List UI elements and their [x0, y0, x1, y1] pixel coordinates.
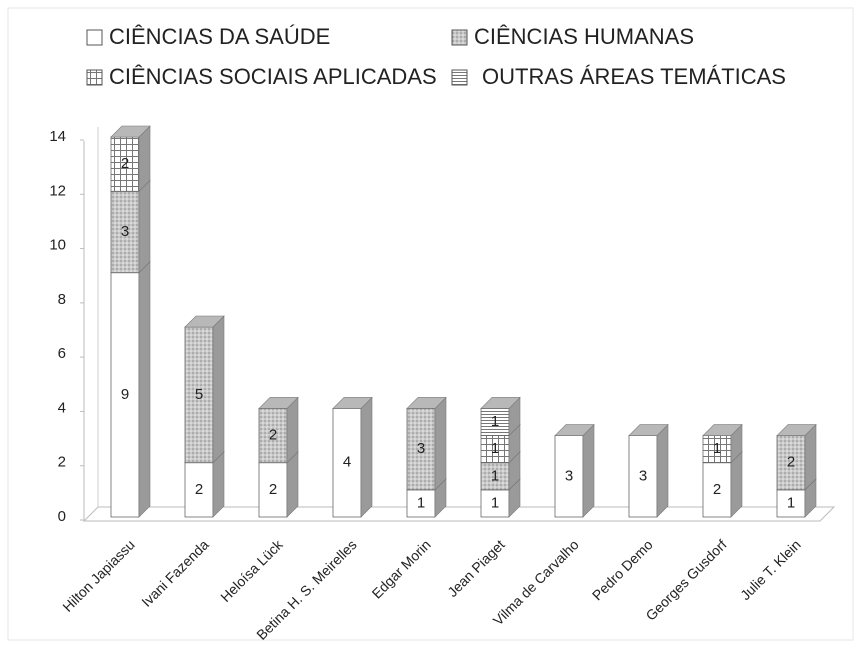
- bar-segment: [258, 396, 299, 464]
- data-label: 3: [565, 467, 573, 484]
- bar-side: [286, 450, 299, 518]
- data-label: 3: [121, 223, 129, 240]
- legend-label: CIÊNCIAS SOCIAIS APLICADAS: [109, 64, 437, 89]
- bar-front: [258, 462, 288, 518]
- data-label: 9: [121, 386, 129, 403]
- bar-top: [332, 397, 373, 409]
- y-tick-label: 0: [58, 508, 66, 525]
- data-label: 2: [121, 155, 129, 172]
- x-tick-label: Georges Gusdorf: [642, 536, 729, 623]
- bar-top: [110, 125, 151, 138]
- data-label: 1: [491, 494, 499, 511]
- bar-side: [582, 423, 595, 518]
- bar-top: [184, 315, 225, 328]
- data-label: 1: [491, 413, 499, 430]
- data-label: 2: [269, 427, 277, 444]
- bar-segment: [702, 423, 743, 464]
- bar-segment: [406, 396, 447, 491]
- legend-swatch: [86, 69, 103, 86]
- bar-front: [406, 489, 436, 518]
- bar-segment: [554, 423, 595, 518]
- bar-segment: [110, 125, 151, 193]
- bar-front: [776, 489, 806, 518]
- y-tick-label: 14: [49, 128, 66, 145]
- bar-top: [258, 397, 299, 409]
- data-label: 3: [417, 440, 425, 457]
- x-tick-label: Hilton Japiassu: [59, 536, 137, 614]
- bar-top: [554, 424, 595, 436]
- bar-side: [656, 423, 669, 518]
- bar-front: [702, 435, 732, 464]
- bar-top: [776, 424, 817, 436]
- legend-swatch: [86, 29, 103, 46]
- legend-label: CIÊNCIAS HUMANAS: [474, 24, 694, 49]
- data-label: 4: [343, 454, 351, 471]
- bar-side: [434, 396, 447, 491]
- bar-front: [554, 435, 584, 518]
- bar-front: [184, 326, 214, 464]
- frame: [7, 7, 854, 641]
- legend-label: OUTRAS ÁREAS TEMÁTICAS: [482, 64, 786, 89]
- data-label: 1: [787, 494, 795, 511]
- data-label: 2: [787, 454, 795, 471]
- x-tick-label: Julie T. Klein: [737, 536, 804, 603]
- bar-front: [480, 489, 510, 518]
- legend-label: CIÊNCIAS DA SAÚDE: [109, 24, 330, 49]
- bar-front: [332, 408, 362, 518]
- data-label: 1: [491, 440, 499, 457]
- bar-side: [212, 450, 225, 518]
- bar-top: [702, 424, 743, 436]
- bar-side: [138, 260, 151, 518]
- bar-side: [804, 423, 817, 491]
- y-tick-label: 4: [58, 399, 66, 416]
- bar-front: [480, 435, 510, 464]
- data-label: 1: [417, 494, 425, 511]
- data-label: 2: [195, 481, 203, 498]
- y-tick-label: 8: [58, 291, 66, 308]
- bar-segment: [628, 423, 669, 518]
- bar-side: [212, 315, 225, 464]
- bar-front: [110, 136, 140, 192]
- bar-side: [138, 125, 151, 193]
- bar-segment: [480, 396, 521, 437]
- bar-front: [480, 408, 510, 436]
- x-tick-label: Pedro Demo: [589, 536, 656, 603]
- bar-segment: [110, 260, 151, 518]
- data-label: 1: [491, 467, 499, 484]
- data-label: 3: [639, 467, 647, 484]
- bar-segment: [776, 423, 817, 491]
- bar-front: [776, 435, 806, 491]
- y-tick-label: 6: [58, 345, 66, 362]
- bar-top: [406, 397, 447, 409]
- data-label: 1: [713, 440, 721, 457]
- bar-side: [286, 396, 299, 464]
- legend-swatch: [451, 29, 468, 46]
- legend-swatch: [451, 69, 468, 86]
- bar-side: [360, 396, 373, 518]
- bar-top: [628, 424, 669, 436]
- x-tick-label: Ivani Fazenda: [138, 536, 212, 610]
- y-tick-label: 2: [58, 454, 66, 471]
- data-label: 2: [269, 481, 277, 498]
- x-tick-label: Edgar Morin: [368, 536, 433, 601]
- x-tick-label: Heloísa Lück: [217, 536, 286, 605]
- bar-segment: [184, 315, 225, 464]
- bar-top: [480, 397, 521, 409]
- data-label: 5: [195, 386, 203, 403]
- y-tick-label: 10: [49, 237, 66, 254]
- x-tick-label: Jean Piaget: [444, 536, 508, 600]
- bar-side: [138, 179, 151, 274]
- y-tick-label: 12: [49, 182, 66, 199]
- bar-side: [730, 450, 743, 518]
- data-label: 2: [713, 481, 721, 498]
- bar-segment: [110, 179, 151, 274]
- bar-segment: [332, 396, 373, 518]
